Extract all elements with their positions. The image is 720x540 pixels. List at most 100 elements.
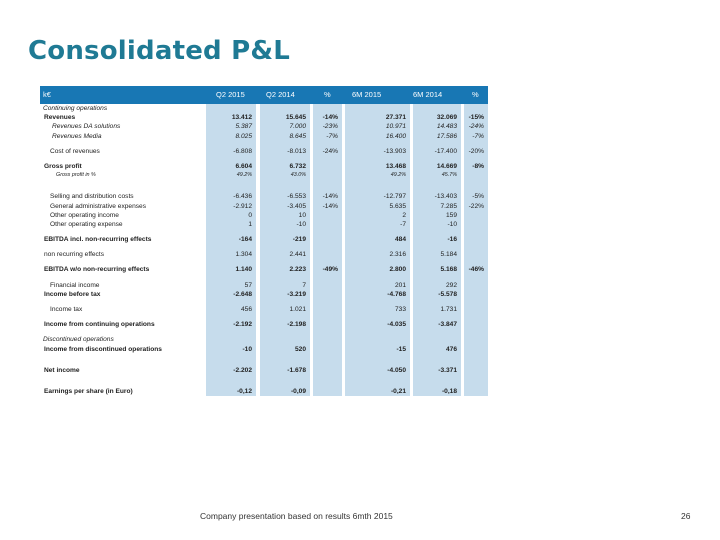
table-cell — [313, 250, 342, 260]
table-cell — [464, 365, 488, 375]
cell-spacer — [345, 155, 410, 162]
table-cell — [464, 386, 488, 397]
cell-spacer — [464, 329, 488, 336]
table-cell: -2.912 — [206, 201, 256, 211]
table-cell: 0 — [206, 210, 256, 220]
table-row: Revenues DA solutions 5.387 7.000 -23% 10.97… — [40, 122, 488, 132]
row-label: Selling and distribution costs — [50, 193, 134, 201]
table-cell: 7.285 — [413, 201, 461, 211]
table-cell: -10 — [413, 219, 461, 230]
table-cell: 10 — [260, 210, 310, 220]
table-cell — [464, 210, 488, 220]
table-cell: -3.405 — [260, 201, 310, 211]
cell-spacer — [413, 374, 461, 381]
cell-spacer — [260, 274, 310, 281]
row-spacer — [40, 244, 488, 251]
table-row: Gross profit 6.604 6.732 13.468 14.669 -8% — [40, 161, 488, 172]
cell-spacer — [206, 359, 256, 366]
cell-spacer — [464, 155, 488, 162]
table-cell: -219 — [260, 235, 310, 245]
row-label: Other operating income — [50, 211, 119, 219]
cell-spacer — [206, 329, 256, 336]
slide-title: Consolidated P&L — [28, 36, 290, 66]
row-label: Income from continuing operations — [44, 321, 155, 329]
table-cell — [313, 280, 342, 290]
table-row: Income from continuing operations -2.192-… — [40, 320, 488, 330]
cell-spacer — [206, 374, 256, 381]
table-cell: 292 — [413, 280, 461, 290]
table-cell — [345, 335, 410, 345]
cell-spacer — [345, 359, 410, 366]
cell-spacer — [260, 259, 310, 266]
table-cell: -15 — [345, 344, 410, 354]
table-row: Income tax 456 1.021 733 1.731 — [40, 305, 488, 315]
cell-spacer — [206, 155, 256, 162]
cell-spacer — [313, 229, 342, 236]
cell-spacer — [413, 274, 461, 281]
table-cell: -7% — [313, 131, 342, 141]
cell-spacer — [206, 353, 256, 360]
table-row: Revenues Media 8.025 8.645 -7% 16.400 17.586-… — [40, 131, 488, 141]
cell-spacer — [345, 314, 410, 321]
table-cell: -164 — [206, 235, 256, 245]
table-cell: 6.732 — [260, 161, 310, 172]
cell-spacer — [206, 229, 256, 236]
table-cell — [464, 250, 488, 260]
cell-spacer — [413, 353, 461, 360]
table-cell — [206, 104, 256, 114]
table-cell: -10 — [260, 219, 310, 230]
cell-spacer — [260, 155, 310, 162]
table-cell — [464, 219, 488, 230]
header-pct-q: % — [324, 90, 331, 99]
cell-spacer — [206, 244, 256, 251]
table-cell: 5.635 — [345, 201, 410, 211]
cell-spacer — [206, 186, 256, 193]
table-row: Financial income 57 7 201 292 — [40, 280, 488, 290]
footer-text: Company presentation based on results 6m… — [200, 511, 393, 521]
cell-spacer — [464, 299, 488, 305]
table-cell: 17.586 — [413, 131, 461, 141]
table-cell: 476 — [413, 344, 461, 354]
cell-spacer — [260, 299, 310, 305]
cell-spacer — [260, 186, 310, 193]
cell-spacer — [313, 155, 342, 162]
table-row: Income from discontinued operations -10 52… — [40, 344, 488, 354]
table-row: non recurring effects 1.304 2.441 2.316 5.18… — [40, 250, 488, 260]
row-label: General administrative expenses — [50, 202, 147, 210]
row-label: Earnings per share (in Euro) — [44, 387, 133, 395]
table-cell: 32.069 — [413, 113, 461, 123]
table-cell: -7% — [464, 131, 488, 141]
table-row: Income before tax -2.648 -3.219 -4.768 -5.57… — [40, 289, 488, 299]
table-cell: 6.604 — [206, 161, 256, 172]
cell-spacer — [413, 329, 461, 336]
table-cell: -0,18 — [413, 386, 461, 397]
table-cell: -2.648 — [206, 289, 256, 299]
table-cell — [345, 104, 410, 114]
table-cell: 1.731 — [413, 305, 461, 315]
table-cell: 484 — [345, 235, 410, 245]
cell-spacer — [413, 314, 461, 321]
row-label: Gross profit — [44, 162, 82, 170]
cell-spacer — [260, 353, 310, 360]
cell-spacer — [464, 380, 488, 387]
table-cell — [413, 104, 461, 114]
table-cell — [464, 344, 488, 354]
table-cell — [313, 335, 342, 345]
table-cell: 456 — [206, 305, 256, 315]
table-cell: -4.035 — [345, 320, 410, 330]
table-row: General administrative expenses -2.912 -3.… — [40, 201, 488, 211]
row-spacer — [40, 380, 488, 387]
cell-spacer — [260, 229, 310, 236]
table-row: Other operating income 0 10 2 159 — [40, 210, 488, 220]
cell-spacer — [464, 180, 488, 187]
table-cell: 10.971 — [345, 122, 410, 132]
cell-spacer — [413, 359, 461, 366]
table-cell: -0,21 — [345, 386, 410, 397]
cell-spacer — [413, 299, 461, 305]
table-cell: -8% — [464, 161, 488, 172]
table-row: Cost of revenues -6.808 -8.013 -24% -13.903-… — [40, 146, 488, 156]
row-label: non recurring effects — [44, 251, 104, 259]
table-cell: -4.050 — [345, 365, 410, 375]
cell-spacer — [345, 186, 410, 193]
table-cell — [464, 305, 488, 315]
